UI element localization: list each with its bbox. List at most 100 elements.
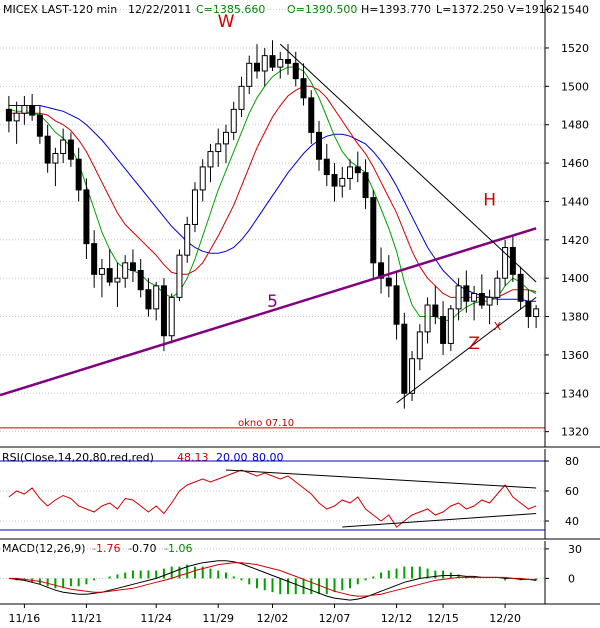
time-tick-label: 11/16 [9,612,41,625]
candle-body [129,262,136,272]
candle-body [277,58,284,68]
candle-body [91,243,98,275]
candle-body [98,268,105,275]
candle-body [393,285,400,325]
candle-body [67,139,74,160]
candle-body [285,58,292,64]
candle-body [478,293,485,306]
candle-body [347,166,354,179]
candle-body [300,78,307,99]
candle-body [5,108,12,122]
header-volume: V=19162 [508,3,560,16]
macd-tick-label: 30 [568,543,582,556]
candle-body [207,151,214,168]
candle-body [75,158,82,191]
time-tick-label: 12/07 [319,612,351,625]
price-tick-label: 1520 [561,42,589,55]
chart-header: MICEX LAST-120 min 12/22/2011 C=1385.660… [3,3,560,16]
candle-body [370,197,377,264]
time-tick-label: 12/15 [427,612,459,625]
time-tick-label: 11/29 [202,612,234,625]
rsi-trendline [225,469,537,489]
candle-body [168,296,175,337]
candle-body [153,285,160,310]
rsi-line [8,469,537,528]
candle-body [316,131,323,160]
candle-body [269,55,276,68]
candle-body [440,316,447,344]
candle-body [184,223,191,256]
header-high: H=1393.770 [361,3,431,16]
price-tick-label: 1460 [561,157,589,170]
chart-annotation: W [218,12,235,32]
candle-body [455,285,462,310]
candle-body [253,62,260,72]
ma-slow-line [8,105,537,302]
price-tick-label: 1420 [561,234,589,247]
candle-body [292,62,299,80]
header-open: O=1390.500 [287,3,357,16]
candle-body [308,97,315,133]
candle-body [416,331,423,360]
trendline [0,227,537,397]
rsi-tick-label: 80 [565,455,579,468]
candle-body [339,177,346,187]
candle-body [463,285,470,302]
candle-body [114,277,121,283]
candle-body [246,62,253,87]
candle-body [517,273,524,302]
rsi-lower: 20.00 [216,451,248,464]
candle-body [486,296,493,306]
candle-body [494,277,501,298]
candle-body [160,285,167,337]
candle-body [401,323,408,394]
time-tick-label: 12/02 [257,612,289,625]
candle-body [378,262,385,279]
candle-body [261,55,268,72]
price-panel: 1320 1340 1360 1380 1400 1420 1440 1460 1480 1500… [0,0,600,448]
chart-annotation: 5 [267,292,278,312]
candle-body [21,105,28,114]
time-axis: 11/16 11/21 11/24 11/29 12/02 12/07 12/12 12/15… [9,604,521,625]
trendline [396,296,537,404]
chart-annotation: Z [468,334,480,354]
macd-tick-label: 0 [568,572,575,585]
time-tick-label: 11/24 [140,612,172,625]
candle-body [447,308,454,344]
chart-annotation: X [494,320,502,333]
candle-body [471,293,478,302]
macd-label: MACD(12,26,9) [2,542,86,555]
candle-body [191,189,198,225]
chart-annotation: H [483,190,496,210]
time-tick-label: 11/21 [71,612,103,625]
candle-body [36,114,43,137]
price-tick-label: 1500 [561,80,589,93]
candle-body [176,254,183,298]
candle-body [215,143,222,153]
candle-body [525,300,532,318]
rsi-trendline [342,513,537,528]
candle-body [331,174,338,187]
price-tick-label: 1480 [561,119,589,132]
candle-body [323,158,330,176]
candle-body [432,304,439,318]
candle-body [502,246,509,279]
candle-body [199,166,206,191]
candle-body [52,152,59,164]
candle-body [230,108,237,133]
rsi-label: RSI(Close,14,20,80,red,red) [2,451,154,464]
candle-body [13,112,20,122]
header-low: L=1372.250 [436,3,504,16]
support-label: okno 07.10 [238,418,294,429]
candle-body [106,268,113,283]
candle-body [354,166,361,174]
price-tick-label: 1380 [561,311,589,324]
candle-body [44,135,51,164]
candle-body [424,304,431,333]
ma-mid-line [8,85,537,298]
price-tick-label: 1440 [561,195,589,208]
rsi-tick-label: 60 [565,485,579,498]
rsi-upper: 80.00 [252,451,284,464]
candle-body [385,277,392,287]
